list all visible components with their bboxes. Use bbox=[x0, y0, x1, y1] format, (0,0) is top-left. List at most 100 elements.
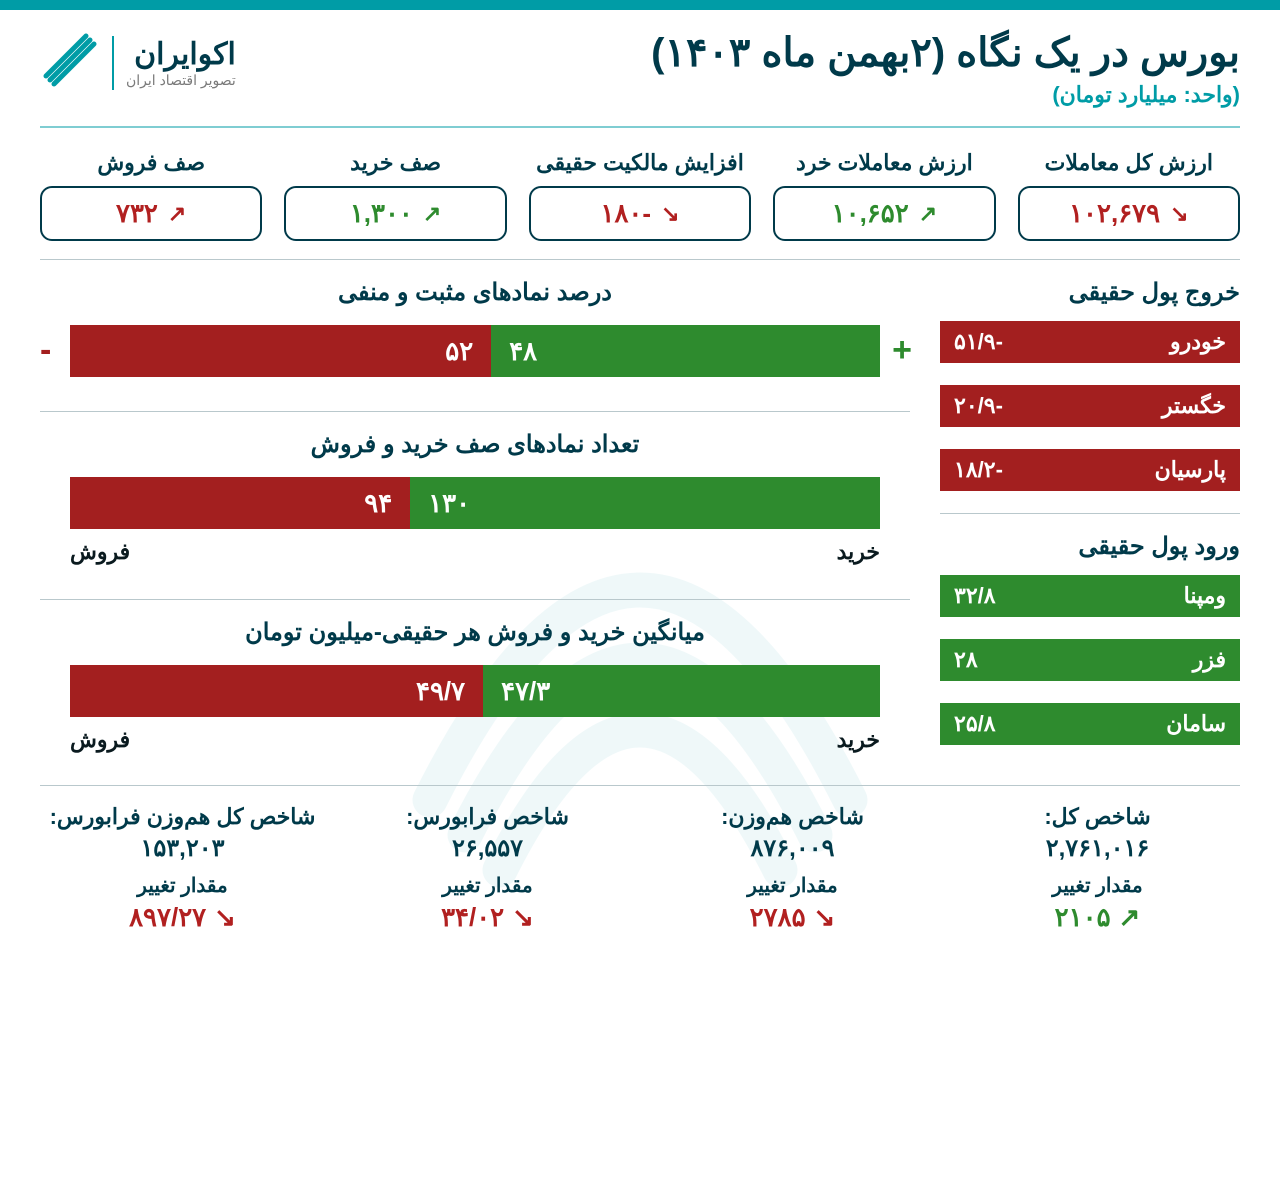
divider bbox=[40, 785, 1240, 786]
outflow-item: خگستر -۲۰/۹ bbox=[940, 385, 1240, 427]
buy-segment: ۴۷/۳ bbox=[483, 665, 880, 717]
segment-value: ۴۷/۳ bbox=[501, 676, 550, 707]
index-equal-weight: شاخص هم‌وزن: ۸۷۶,۰۰۹ مقدار تغییر ↘ ۲۷۸۵ bbox=[650, 804, 935, 933]
kpi-pill: ↗ ۱,۳۰۰ bbox=[284, 186, 506, 241]
index-farabourse-ew: شاخص کل هم‌وزن فرابورس: ۱۵۳,۲۰۳ مقدار تغ… bbox=[40, 804, 325, 933]
queue-count-chart: تعداد نمادهای صف خرید و فروش ۱۳۰ ۹۴ خرید… bbox=[40, 430, 910, 565]
kpi-value: ۱۰,۶۵۲ bbox=[832, 198, 909, 229]
outflow-title: خروج پول حقیقی bbox=[940, 278, 1240, 307]
index-value: ۲۶,۵۵۷ bbox=[345, 834, 630, 863]
negative-segment: ۵۲ bbox=[70, 325, 491, 377]
axis-label-sell: فروش bbox=[70, 539, 130, 565]
kpi-pill: ↘ -۱۸۰ bbox=[529, 186, 751, 241]
inflow-name: فزر bbox=[1193, 647, 1226, 673]
inflow-value: ۲۵/۸ bbox=[954, 711, 996, 737]
outflow-name: خگستر bbox=[1162, 393, 1226, 419]
kpi-value: -۱۸۰ bbox=[600, 198, 651, 229]
arrow-down-icon: ↘ bbox=[814, 902, 836, 933]
index-change-label: مقدار تغییر bbox=[345, 873, 630, 898]
logo-name: اکوایران bbox=[126, 37, 236, 72]
outflow-item: خودرو -۵۱/۹ bbox=[940, 321, 1240, 363]
plus-sign: + bbox=[892, 331, 912, 370]
arrow-down-icon: ↘ bbox=[512, 902, 534, 933]
top-accent-bar bbox=[0, 0, 1280, 10]
buy-segment: ۱۳۰ bbox=[410, 477, 880, 529]
minus-sign: - bbox=[40, 331, 51, 370]
inflow-name: سامان bbox=[1166, 711, 1226, 737]
kpi-value: ۷۳۲ bbox=[116, 198, 158, 229]
index-change-value: ۳۴/۰۲ bbox=[441, 902, 504, 933]
index-change-label: مقدار تغییر bbox=[40, 873, 325, 898]
index-change: ↘ ۸۹۷/۲۷ bbox=[40, 902, 325, 933]
arrow-up-icon: ↗ bbox=[1119, 902, 1141, 933]
kpi-label: صف خرید bbox=[284, 150, 506, 176]
index-name: شاخص فرابورس: bbox=[345, 804, 630, 830]
outflow-value: -۲۰/۹ bbox=[954, 393, 1003, 419]
axis-label-buy: خرید bbox=[837, 539, 880, 565]
kpi-total-value: ارزش کل معاملات ↘ ۱۰۲,۶۷۹ bbox=[1018, 150, 1240, 241]
indices-row: شاخص کل: ۲,۷۶۱,۰۱۶ مقدار تغییر ↗ ۲۱۰۵ شا… bbox=[40, 804, 1240, 933]
divider bbox=[40, 411, 910, 412]
outflow-item: پارسیان -۱۸/۲ bbox=[940, 449, 1240, 491]
positive-segment: ۴۸ bbox=[491, 325, 880, 377]
index-name: شاخص هم‌وزن: bbox=[650, 804, 935, 830]
outflow-value: -۱۸/۲ bbox=[954, 457, 1003, 483]
index-change: ↗ ۲۱۰۵ bbox=[955, 902, 1240, 933]
kpi-pill: ↘ ۱۰۲,۶۷۹ bbox=[1018, 186, 1240, 241]
page-title: بورس در یک نگاه (۲بهمن ماه ۱۴۰۳) bbox=[651, 30, 1240, 76]
kpi-value: ۱,۳۰۰ bbox=[350, 198, 413, 229]
sell-segment: ۹۴ bbox=[70, 477, 410, 529]
index-change-value: ۲۷۸۵ bbox=[750, 902, 806, 933]
kpi-value: ۱۰۲,۶۷۹ bbox=[1069, 198, 1160, 229]
kpi-row: ارزش کل معاملات ↘ ۱۰۲,۶۷۹ ارزش معاملات خ… bbox=[40, 150, 1240, 241]
index-change-value: ۲۱۰۵ bbox=[1055, 902, 1111, 933]
index-change: ↘ ۲۷۸۵ bbox=[650, 902, 935, 933]
segment-value: ۴۹/۷ bbox=[416, 676, 465, 707]
outflow-value: -۵۱/۹ bbox=[954, 329, 1003, 355]
outflow-name: پارسیان bbox=[1155, 457, 1226, 483]
divider bbox=[40, 126, 1240, 128]
index-value: ۸۷۶,۰۰۹ bbox=[650, 834, 935, 863]
kpi-label: ارزش معاملات خرد bbox=[773, 150, 995, 176]
segment-value: ۹۴ bbox=[364, 488, 392, 519]
chart-title: تعداد نمادهای صف خرید و فروش bbox=[40, 430, 910, 459]
kpi-sell-queue: صف فروش ↗ ۷۳۲ bbox=[40, 150, 262, 241]
symbols-pct-chart: درصد نمادهای مثبت و منفی + - ۴۸ ۵۲ bbox=[40, 278, 910, 377]
arrow-up-icon: ↗ bbox=[168, 201, 186, 227]
index-name: شاخص کل هم‌وزن فرابورس: bbox=[40, 804, 325, 830]
arrow-down-icon: ↘ bbox=[214, 902, 236, 933]
arrow-down-icon: ↘ bbox=[1170, 201, 1188, 227]
kpi-label: صف فروش bbox=[40, 150, 262, 176]
segment-value: ۱۳۰ bbox=[428, 488, 470, 519]
inflow-value: ۲۸ bbox=[954, 647, 978, 673]
kpi-retail-value: ارزش معاملات خرد ↗ ۱۰,۶۵۲ bbox=[773, 150, 995, 241]
inflow-item: ومپنا ۳۲/۸ bbox=[940, 575, 1240, 617]
inflow-name: ومپنا bbox=[1184, 583, 1226, 609]
arrow-up-icon: ↗ bbox=[919, 201, 937, 227]
header: بورس در یک نگاه (۲بهمن ماه ۱۴۰۳) (واحد: … bbox=[40, 30, 1240, 108]
logo-icon bbox=[40, 30, 100, 95]
index-change-value: ۸۹۷/۲۷ bbox=[129, 902, 206, 933]
kpi-label: ارزش کل معاملات bbox=[1018, 150, 1240, 176]
index-farabourse: شاخص فرابورس: ۲۶,۵۵۷ مقدار تغییر ↘ ۳۴/۰۲ bbox=[345, 804, 630, 933]
index-change-label: مقدار تغییر bbox=[955, 873, 1240, 898]
divider bbox=[40, 259, 1240, 260]
avg-trade-chart: میانگین خرید و فروش هر حقیقی-میلیون توما… bbox=[40, 618, 910, 753]
index-name: شاخص کل: bbox=[955, 804, 1240, 830]
kpi-ownership: افزایش مالکیت حقیقی ↘ -۱۸۰ bbox=[529, 150, 751, 241]
arrow-down-icon: ↘ bbox=[661, 201, 679, 227]
page-subtitle: (واحد: میلیارد تومان) bbox=[651, 82, 1240, 108]
kpi-label: افزایش مالکیت حقیقی bbox=[529, 150, 751, 176]
logo-tagline: تصویر اقتصاد ایران bbox=[126, 72, 236, 89]
arrow-up-icon: ↗ bbox=[423, 201, 441, 227]
index-value: ۱۵۳,۲۰۳ bbox=[40, 834, 325, 863]
segment-value: ۵۲ bbox=[445, 336, 473, 367]
chart-title: میانگین خرید و فروش هر حقیقی-میلیون توما… bbox=[40, 618, 910, 647]
kpi-buy-queue: صف خرید ↗ ۱,۳۰۰ bbox=[284, 150, 506, 241]
kpi-pill: ↗ ۱۰,۶۵۲ bbox=[773, 186, 995, 241]
divider bbox=[940, 513, 1240, 514]
sell-segment: ۴۹/۷ bbox=[70, 665, 483, 717]
inflow-value: ۳۲/۸ bbox=[954, 583, 996, 609]
chart-title: درصد نمادهای مثبت و منفی bbox=[40, 278, 910, 307]
index-change-label: مقدار تغییر bbox=[650, 873, 935, 898]
